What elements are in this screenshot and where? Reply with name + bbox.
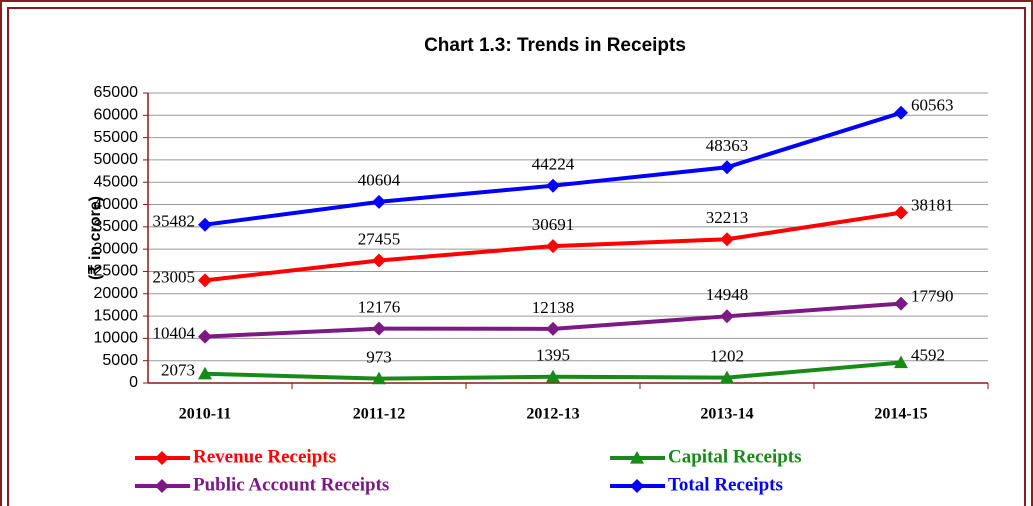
y-tick-label: 45000: [94, 173, 139, 190]
y-tick-label: 20000: [94, 285, 139, 302]
data-label: 60563: [911, 96, 954, 115]
data-label: 2073: [161, 361, 195, 380]
x-tick-label: 2013-14: [700, 406, 753, 423]
y-tick-label: 30000: [94, 240, 139, 257]
y-tick-label: 0: [129, 374, 138, 391]
data-label: 973: [366, 348, 392, 367]
data-point: [198, 366, 212, 380]
data-point: [546, 369, 560, 383]
x-tick-label: 2010-11: [179, 406, 231, 423]
data-point: [894, 205, 908, 220]
data-point: [198, 329, 212, 344]
data-label: 44224: [532, 155, 575, 174]
data-point: [546, 178, 560, 193]
data-point: [894, 296, 908, 311]
data-label: 38181: [911, 196, 954, 215]
data-label: 17790: [911, 287, 954, 306]
data-point: [894, 105, 908, 120]
data-point: [894, 355, 908, 369]
y-tick-label: 65000: [94, 84, 139, 101]
data-point: [546, 239, 560, 254]
y-tick-label: 50000: [94, 151, 139, 168]
data-point: [372, 194, 386, 209]
legend-marker: [630, 479, 644, 493]
data-label: 40604: [358, 171, 401, 190]
y-axis-label: (₹ in crore): [87, 196, 104, 280]
x-tick-label: 2012-13: [526, 406, 579, 423]
chart-title: Chart 1.3: Trends in Receipts: [424, 35, 686, 56]
data-label: 12176: [358, 298, 401, 317]
data-point: [546, 321, 560, 336]
y-tick-label: 10000: [94, 330, 139, 347]
data-label: 30691: [532, 215, 575, 234]
data-point: [720, 232, 734, 247]
data-label: 1395: [536, 346, 570, 365]
inner-frame: [7, 7, 1026, 506]
legend-label: Public Account Receipts: [193, 474, 389, 495]
y-tick-label: 55000: [94, 129, 139, 146]
legend-marker: [155, 479, 169, 493]
data-label: 1202: [710, 347, 744, 366]
data-label: 48363: [706, 136, 749, 155]
data-point: [720, 160, 734, 175]
data-label: 10404: [153, 323, 196, 342]
legend-marker: [155, 451, 169, 465]
y-tick-label: 60000: [94, 107, 139, 124]
data-label: 27455: [358, 229, 401, 248]
data-point: [720, 370, 734, 384]
y-tick-label: 35000: [94, 218, 139, 235]
legend-marker: [630, 451, 644, 464]
x-tick-label: 2014-15: [874, 406, 927, 423]
data-label: 35482: [153, 212, 196, 231]
legend-label: Capital Receipts: [668, 446, 802, 467]
y-tick-label: 5000: [102, 352, 138, 369]
y-tick-label: 25000: [94, 263, 139, 280]
legend-label: Total Receipts: [668, 474, 783, 495]
data-point: [198, 217, 212, 232]
data-point: [720, 309, 734, 324]
data-label: 12138: [532, 298, 575, 317]
x-tick-label: 2011-12: [353, 406, 405, 423]
data-point: [198, 273, 212, 288]
data-label: 23005: [153, 267, 196, 286]
legend-label: Revenue Receipts: [193, 446, 336, 467]
data-label: 4592: [911, 345, 945, 364]
data-point: [372, 321, 386, 336]
data-label: 14948: [706, 285, 749, 304]
data-point: [372, 371, 386, 385]
y-tick-label: 15000: [94, 307, 139, 324]
y-tick-label: 40000: [94, 196, 139, 213]
data-label: 32213: [706, 208, 749, 227]
data-point: [372, 253, 386, 268]
